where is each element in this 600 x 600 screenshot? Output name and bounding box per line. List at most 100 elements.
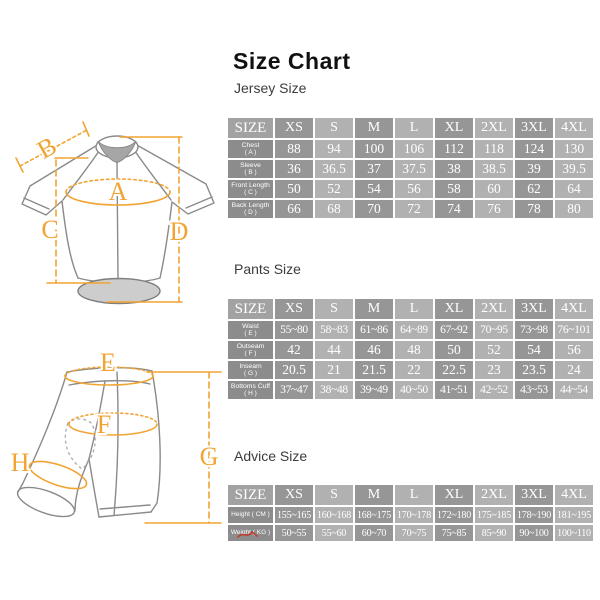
size-value-cell: 24 [555, 361, 593, 379]
row-label-cell: Inseam( G ) [228, 361, 273, 379]
column-header-cell: M [355, 485, 393, 505]
row-label-cell: Chest( A ) [228, 140, 273, 158]
column-header-cell: 4XL [555, 485, 593, 505]
red-scribble-mark [237, 530, 258, 538]
size-value-cell: 23.5 [515, 361, 553, 379]
column-header-cell: S [315, 485, 353, 505]
size-value-cell: 78 [515, 200, 553, 218]
row-label-cell: Back Length( D ) [228, 200, 273, 218]
column-header-cell: M [355, 118, 393, 138]
size-value-cell: 50 [435, 341, 473, 359]
collar-inner-shading [97, 140, 137, 164]
size-value-cell: 48 [395, 341, 433, 359]
size-value-cell: 130 [555, 140, 593, 158]
size-value-cell: 21 [315, 361, 353, 379]
size-value-cell: 106 [395, 140, 433, 158]
column-header-cell: 4XL [555, 299, 593, 319]
column-header-cell: XL [435, 299, 473, 319]
size-value-cell: 74 [435, 200, 473, 218]
jersey-size-table: SIZE XS S M L XL 2XL 3XL 4XL Chest( A ) … [226, 116, 595, 220]
column-header-cell: 2XL [475, 299, 513, 319]
size-value-cell: 72 [395, 200, 433, 218]
table-row-waist: Waist( E ) 55~80 58~83 61~86 64~89 67~92… [228, 321, 593, 339]
size-corner-cell: SIZE [228, 118, 273, 138]
column-header-cell: XL [435, 485, 473, 505]
pants-size-table: SIZE XS S M L XL 2XL 3XL 4XL Waist( E ) … [226, 297, 595, 401]
size-value-cell: 62 [515, 180, 553, 198]
size-value-cell: 118 [475, 140, 513, 158]
size-value-cell: 40~50 [395, 381, 433, 399]
table-row-height: Height ( CM ) 155~165 160~168 168~175 17… [228, 507, 593, 523]
column-header-cell: M [355, 299, 393, 319]
table-row-front-length: Front Length( C ) 50 52 54 56 58 60 62 6… [228, 180, 593, 198]
size-value-cell: 88 [275, 140, 313, 158]
table-header-row: SIZE XS S M L XL 2XL 3XL 4XL [228, 299, 593, 319]
size-value-cell: 76~101 [555, 321, 593, 339]
column-header-cell: L [395, 485, 433, 505]
size-value-cell: 64~89 [395, 321, 433, 339]
column-header-cell: S [315, 299, 353, 319]
size-value-cell: 94 [315, 140, 353, 158]
measure-label-e: E [100, 348, 116, 377]
chest-ellipse [65, 191, 171, 206]
size-value-cell: 55~60 [315, 525, 353, 541]
size-value-cell: 172~180 [435, 507, 473, 523]
left-leg-cuff [16, 486, 76, 518]
size-value-cell: 42~52 [475, 381, 513, 399]
size-value-cell: 76 [475, 200, 513, 218]
size-value-cell: 42 [275, 341, 313, 359]
size-value-cell: 70 [355, 200, 393, 218]
size-value-cell: 44 [315, 341, 353, 359]
size-value-cell: 64 [555, 180, 593, 198]
size-value-cell: 50~55 [275, 525, 313, 541]
size-value-cell: 170~178 [395, 507, 433, 523]
size-value-cell: 70~95 [475, 321, 513, 339]
table-row-chest: Chest( A ) 88 94 100 106 112 118 124 130 [228, 140, 593, 158]
measure-label-h: H [11, 448, 30, 477]
row-label-cell: Bottoms Cuff( H ) [228, 381, 273, 399]
size-value-cell: 58~83 [315, 321, 353, 339]
size-value-cell: 70~75 [395, 525, 433, 541]
size-value-cell: 56 [395, 180, 433, 198]
table-header-row: SIZE XS S M L XL 2XL 3XL 4XL [228, 485, 593, 505]
size-value-cell: 55~80 [275, 321, 313, 339]
size-value-cell: 52 [475, 341, 513, 359]
size-value-cell: 39~49 [355, 381, 393, 399]
table-row-outseam: Outseam( F ) 42 44 46 48 50 52 54 56 [228, 341, 593, 359]
column-header-cell: 3XL [515, 299, 553, 319]
size-value-cell: 67~92 [435, 321, 473, 339]
size-value-cell: 43~53 [515, 381, 553, 399]
section-label-jersey-size: Jersey Size [234, 80, 307, 96]
size-value-cell: 60 [475, 180, 513, 198]
size-value-cell: 112 [435, 140, 473, 158]
size-value-cell: 168~175 [355, 507, 393, 523]
zipper-line [116, 161, 119, 280]
size-value-cell: 38.5 [475, 160, 513, 178]
size-value-cell: 52 [315, 180, 353, 198]
measure-label-a: A [109, 177, 128, 206]
size-value-cell: 37 [355, 160, 393, 178]
column-header-cell: 3XL [515, 118, 553, 138]
shorts-outline [16, 367, 161, 518]
size-value-cell: 61~86 [355, 321, 393, 339]
size-value-cell: 54 [355, 180, 393, 198]
size-value-cell: 37.5 [395, 160, 433, 178]
measure-label-f: F [97, 410, 111, 439]
column-header-cell: 2XL [475, 118, 513, 138]
cuff-measure-ellipse [28, 460, 88, 490]
column-header-cell: 2XL [475, 485, 513, 505]
size-value-cell: 21.5 [355, 361, 393, 379]
table-row-back-length: Back Length( D ) 66 68 70 72 74 76 78 80 [228, 200, 593, 218]
size-value-cell: 100 [355, 140, 393, 158]
size-value-cell: 44~54 [555, 381, 593, 399]
measure-label-c: C [41, 215, 58, 244]
size-value-cell: 80 [555, 200, 593, 218]
column-header-cell: L [395, 299, 433, 319]
size-value-cell: 73~98 [515, 321, 553, 339]
page-title: Size Chart [233, 48, 351, 74]
size-value-cell: 22.5 [435, 361, 473, 379]
size-value-cell: 38~48 [315, 381, 353, 399]
row-label-cell: Sleeve( B ) [228, 160, 273, 178]
size-value-cell: 124 [515, 140, 553, 158]
table-row-weight: Weight ( KG ) 50~55 55~60 60~70 70~75 75… [228, 525, 593, 541]
